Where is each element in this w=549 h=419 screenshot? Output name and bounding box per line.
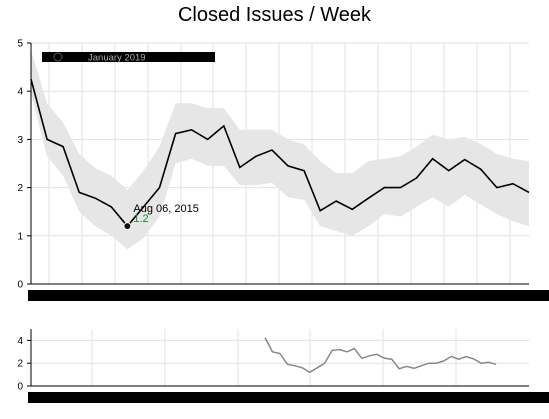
y-tick-label: 4	[17, 87, 23, 98]
legend-label: January 2019	[88, 53, 146, 64]
y-tick-label: 0	[17, 280, 23, 291]
main-axes	[30, 43, 529, 285]
y-tick-label: 5	[17, 39, 23, 50]
context-series-line	[264, 337, 497, 374]
confidence-band	[31, 50, 529, 250]
context-y-tick-label: 4	[17, 336, 23, 347]
context-axes	[30, 329, 529, 387]
y-tick-label: 1	[17, 231, 23, 242]
main-x-axis-labels-bar	[28, 290, 549, 301]
focus-value-label: 1.2	[133, 213, 148, 225]
focus-point	[123, 222, 132, 231]
y-tick-label: 2	[17, 183, 23, 194]
y-tick-label: 3	[17, 135, 23, 146]
context-brush[interactable]	[265, 328, 529, 386]
context-y-tick-label: 2	[17, 359, 23, 370]
focus-date-label: Aug 06, 2015	[133, 203, 198, 215]
context-y-tick-label: 0	[17, 382, 23, 393]
legend-marker	[53, 52, 63, 62]
main-y-ticks: 0 1 2 3 4 5	[17, 39, 31, 291]
series-line	[30, 78, 530, 228]
hover-focus: Aug 06, 2015 1.2	[123, 203, 199, 231]
context-y-ticks: 0 2 4	[17, 336, 31, 393]
chart-title: Closed Issues / Week	[177, 4, 372, 26]
context-x-axis-labels-bar	[28, 392, 549, 403]
legend: January 2019	[42, 52, 215, 64]
legend-box	[42, 52, 215, 62]
